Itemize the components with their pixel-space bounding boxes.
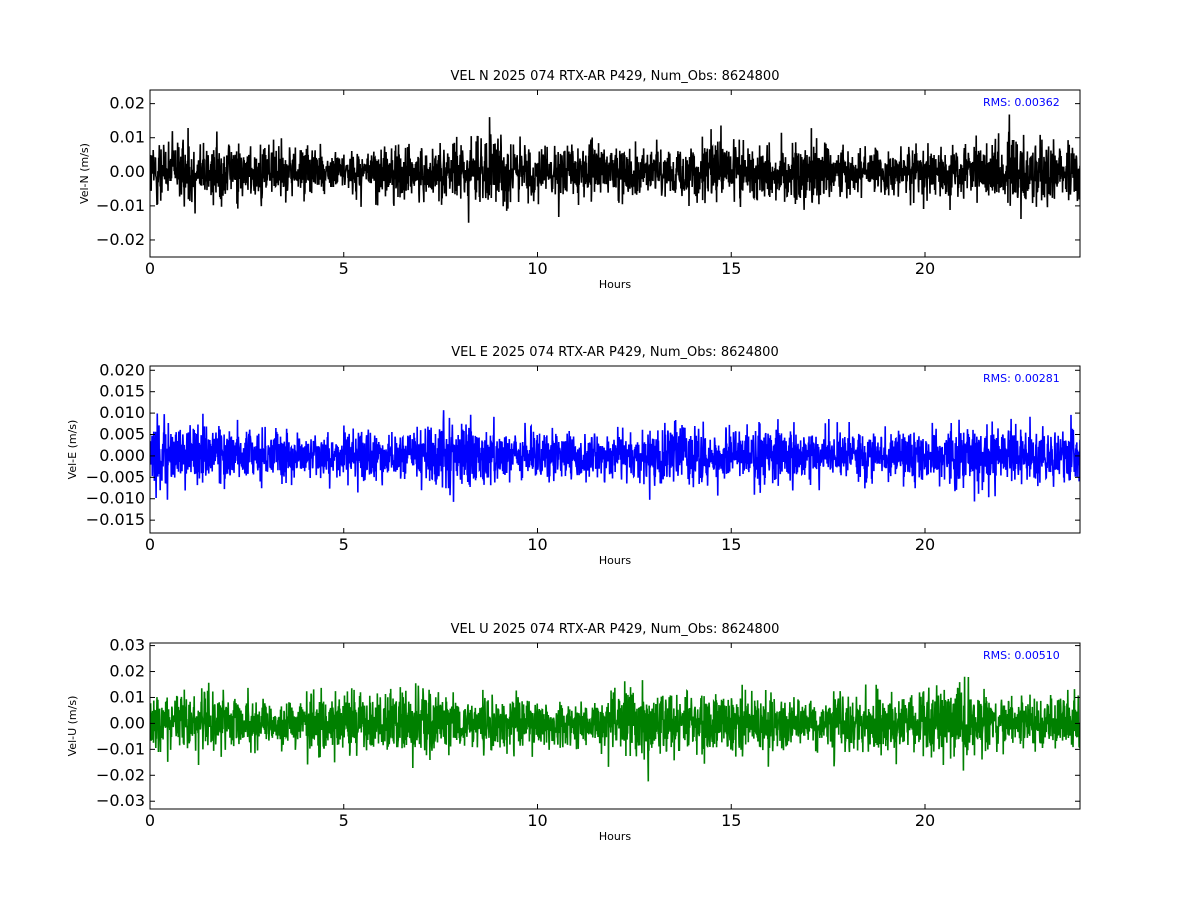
y-tick-label: 0.015 (99, 382, 145, 401)
y-tick-label: −0.01 (96, 196, 145, 215)
y-tick-label: −0.010 (86, 489, 145, 508)
x-tick-label: 20 (915, 259, 935, 278)
y-tick-label: 0.03 (109, 636, 145, 655)
x-axis-label: Hours (599, 278, 631, 291)
x-tick-label: 0 (145, 535, 155, 554)
x-axis-label: Hours (599, 830, 631, 843)
y-tick-label: −0.02 (96, 230, 145, 249)
y-tick-label: −0.015 (86, 510, 145, 529)
x-tick-label: 10 (527, 811, 547, 830)
x-tick-label: 0 (145, 811, 155, 830)
x-tick-label: 10 (527, 259, 547, 278)
x-tick-label: 5 (339, 259, 349, 278)
rms-annotation: RMS: 0.00362 (983, 96, 1060, 109)
panel-title: VEL N 2025 074 RTX-AR P429, Num_Obs: 862… (451, 69, 780, 84)
x-tick-label: 20 (915, 811, 935, 830)
y-tick-label: 0.02 (109, 94, 145, 113)
series-line (150, 114, 1080, 223)
axes-frame (149, 89, 1081, 258)
y-axis-label: Vel-U (m/s) (66, 696, 79, 757)
x-tick-label: 5 (339, 811, 349, 830)
y-tick-label: −0.01 (96, 739, 145, 758)
y-axis-label: Vel-N (m/s) (78, 143, 91, 204)
y-tick-label: 0.01 (109, 687, 145, 706)
series-line (150, 676, 1080, 782)
x-tick-label: 10 (527, 535, 547, 554)
rms-annotation: RMS: 0.00510 (983, 649, 1060, 662)
panel-title: VEL U 2025 074 RTX-AR P429, Num_Obs: 862… (451, 622, 780, 637)
x-axis-label: Hours (599, 554, 631, 567)
axes-frame (149, 365, 1081, 534)
y-tick-label: 0.000 (99, 446, 145, 465)
y-tick-label: −0.03 (96, 791, 145, 810)
axes-frame (149, 642, 1081, 810)
y-tick-label: −0.02 (96, 765, 145, 784)
y-tick-label: 0.010 (99, 403, 145, 422)
x-tick-label: 20 (915, 535, 935, 554)
panel-2: VEL U 2025 074 RTX-AR P429, Num_Obs: 862… (66, 622, 1081, 843)
y-tick-label: 0.01 (109, 128, 145, 147)
x-tick-label: 5 (339, 535, 349, 554)
y-tick-label: 0.00 (109, 162, 145, 181)
y-axis-label: Vel-E (m/s) (66, 420, 79, 480)
series-line (150, 410, 1080, 502)
y-tick-label: 0.00 (109, 713, 145, 732)
x-tick-label: 0 (145, 259, 155, 278)
y-tick-label: 0.005 (99, 425, 145, 444)
y-tick-label: 0.020 (99, 360, 145, 379)
y-tick-label: 0.02 (109, 662, 145, 681)
x-tick-label: 15 (721, 535, 741, 554)
panel-1: VEL E 2025 074 RTX-AR P429, Num_Obs: 862… (66, 345, 1081, 567)
rms-annotation: RMS: 0.00281 (983, 372, 1060, 385)
y-tick-label: −0.005 (86, 467, 145, 486)
panel-0: VEL N 2025 074 RTX-AR P429, Num_Obs: 862… (78, 69, 1081, 291)
x-tick-label: 15 (721, 811, 741, 830)
x-tick-label: 15 (721, 259, 741, 278)
panel-title: VEL E 2025 074 RTX-AR P429, Num_Obs: 862… (451, 345, 778, 360)
